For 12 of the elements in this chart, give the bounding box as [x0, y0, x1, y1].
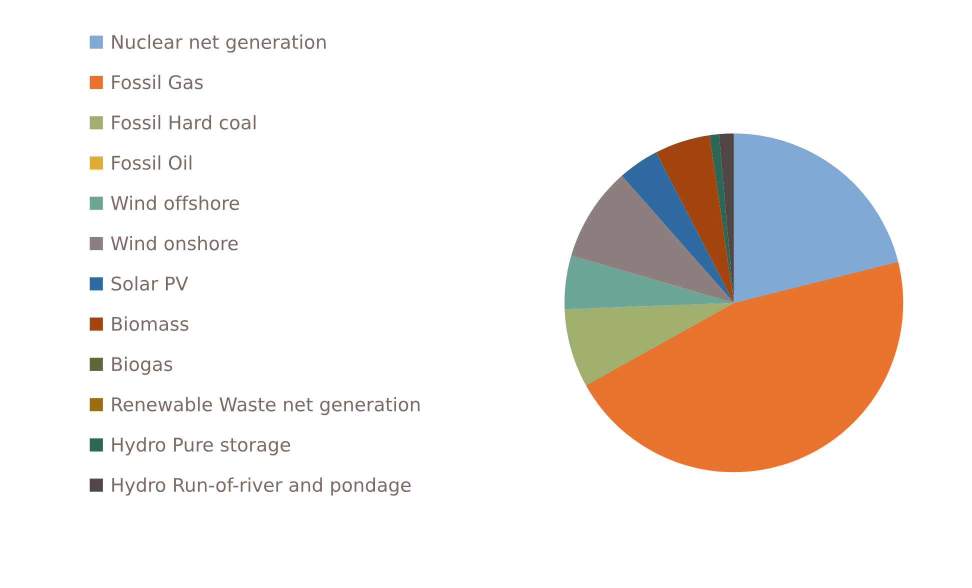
legend-label: Hydro Pure storage — [112, 437, 290, 456]
legend-label: Fossil Gas — [112, 74, 203, 90]
legend-label: Solar PV — [112, 276, 188, 291]
legend-label: Wind onshore — [111, 236, 238, 250]
legend-label: Nuclear net generation — [112, 34, 326, 53]
legend-label: Fossil Oil — [112, 155, 192, 170]
legend-label: Biomass — [112, 316, 188, 331]
legend-label: Wind offshore — [111, 196, 240, 210]
legend-label: Hydro Run-of-river and pondage — [112, 478, 411, 496]
legend-label: Fossil Hard coal — [112, 115, 256, 130]
legend-label: Renewable Waste net generation — [112, 396, 420, 416]
legend-label: Biogas — [112, 356, 172, 375]
